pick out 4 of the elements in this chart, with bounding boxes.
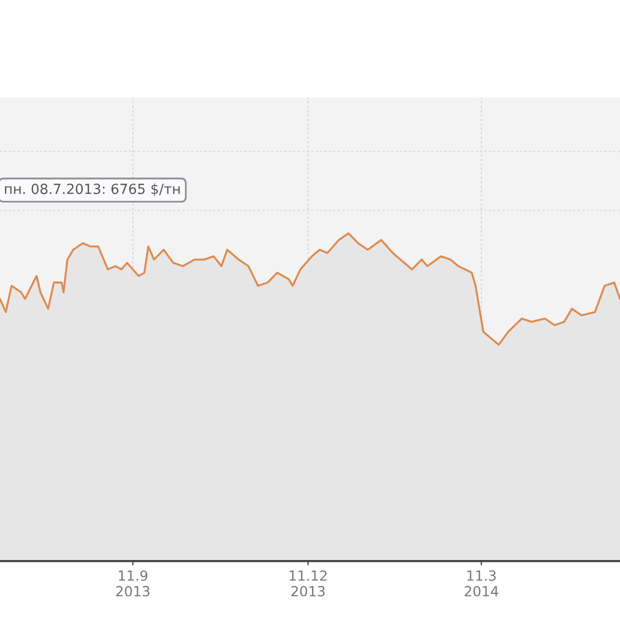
x-tick-label: 11.12 2013 xyxy=(290,570,327,596)
x-tick-label: 11.9 2013 xyxy=(116,570,150,596)
x-tick-label: 11.3 2014 xyxy=(464,570,498,596)
text: пн. 08.7.2013: 6765 $/тн xyxy=(4,183,180,196)
